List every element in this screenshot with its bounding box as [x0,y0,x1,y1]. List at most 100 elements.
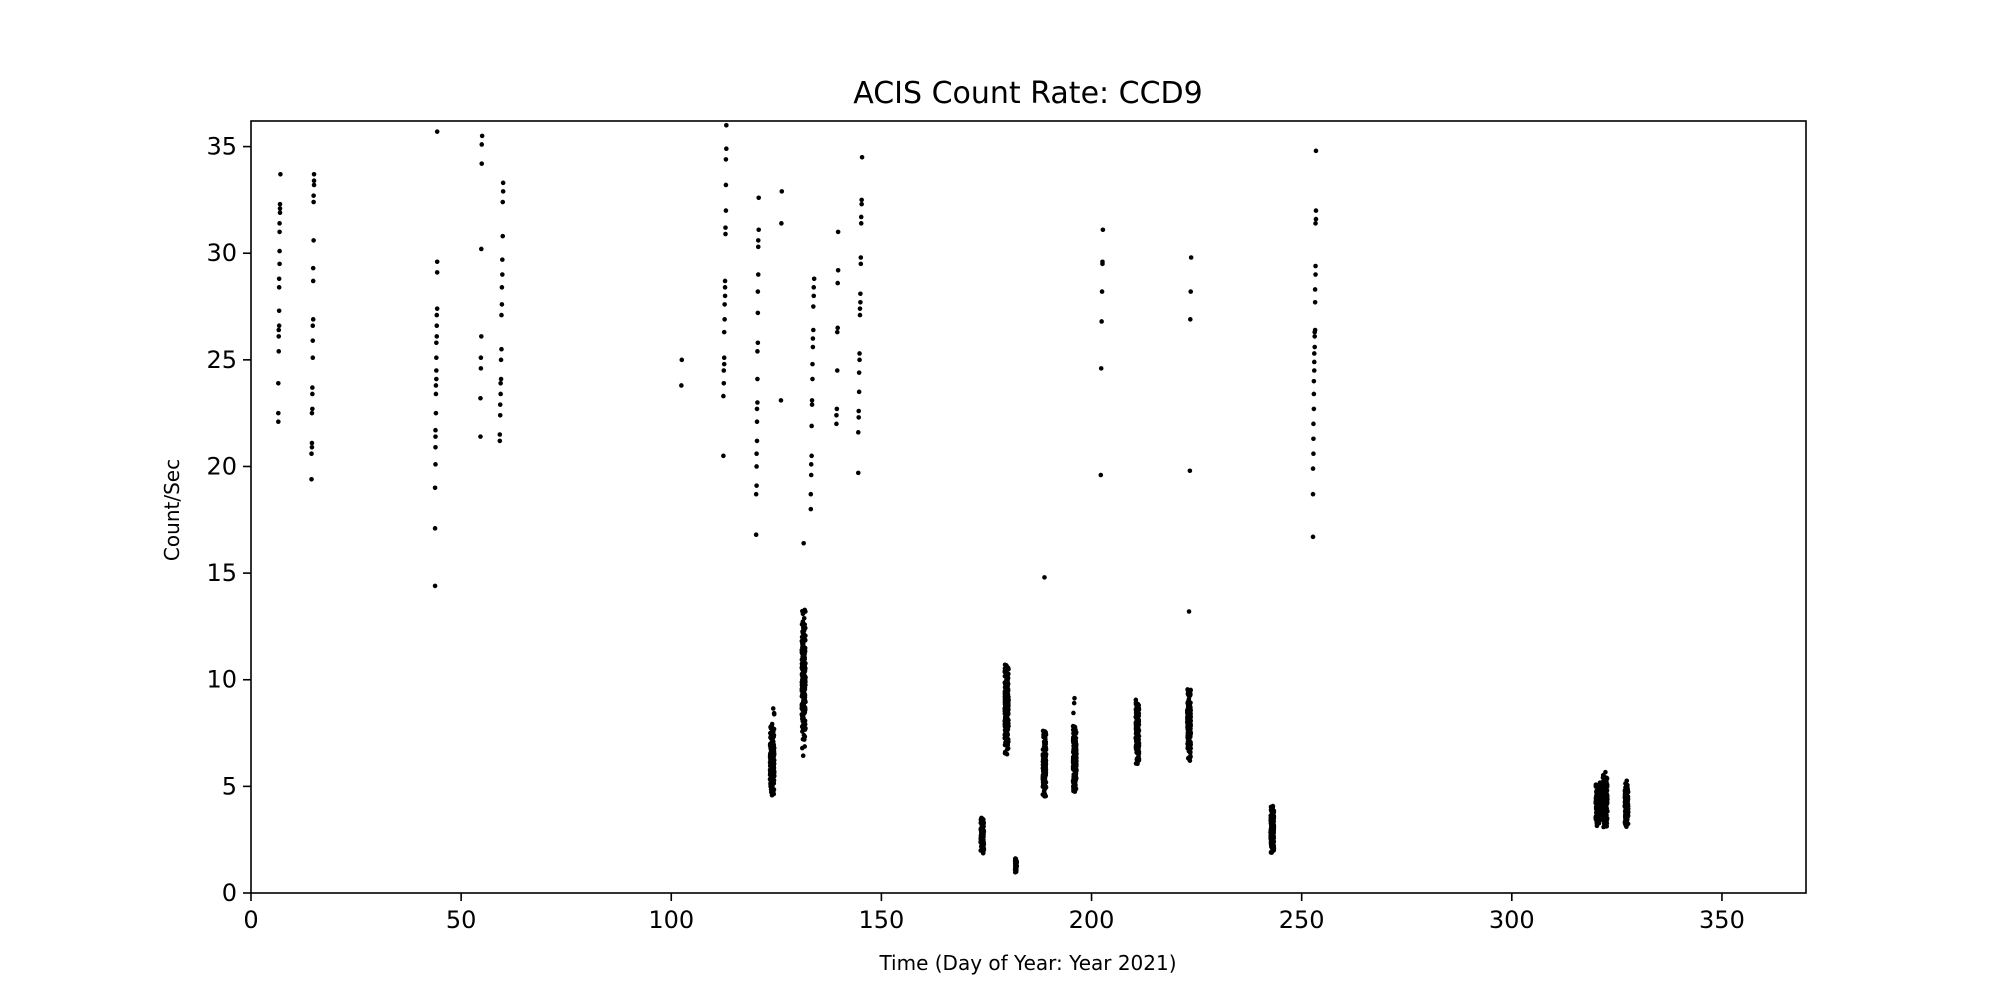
y-tick-label: 0 [222,879,237,907]
data-point [834,406,840,412]
data-point [1070,764,1076,769]
data-point [1313,148,1319,154]
data-point [276,276,282,282]
x-tick-label: 0 [243,906,258,934]
data-point [856,370,862,375]
data-point [500,189,506,194]
data-point [1004,664,1010,670]
data-point [1071,723,1076,729]
data-point [1312,287,1318,292]
data-point [808,472,814,478]
data-point [858,261,864,267]
data-point [811,304,816,309]
data-point [1098,366,1104,371]
data-point [1070,727,1076,733]
data-point [810,361,815,367]
data-point [1595,798,1601,803]
y-tick-label: 25 [206,346,237,374]
data-point [1311,351,1317,356]
data-point [755,340,761,346]
data-point [310,385,315,390]
data-point [1099,289,1105,294]
data-point [479,133,485,139]
data-point [1594,793,1599,799]
data-point [478,434,483,439]
data-point [1594,822,1600,828]
data-point [835,229,841,235]
data-point [857,351,862,356]
data-point [724,146,729,152]
data-point [310,265,316,271]
data-point [433,434,438,439]
data-point [809,402,815,407]
data-point [755,310,761,316]
data-point [723,157,729,162]
data-point [276,323,282,329]
data-point [723,225,728,230]
data-point [1042,759,1048,765]
data-point [1040,779,1046,785]
data-point [834,413,839,418]
data-point [1002,719,1008,724]
data-point [311,199,316,205]
data-point [1311,421,1316,427]
data-point [497,432,503,437]
y-axis-label: Count/Sec [160,459,184,561]
data-point [276,334,282,339]
y-tick-label: 5 [222,772,237,800]
data-point [1624,808,1629,813]
data-point [810,336,816,341]
data-point [498,376,504,382]
data-point [432,526,438,531]
data-point [754,419,760,425]
data-point [1311,378,1317,384]
data-point [722,317,727,322]
y-tick-label: 20 [206,452,237,480]
data-point [799,682,805,688]
data-point [770,778,776,783]
data-point [978,839,984,845]
data-point [808,506,814,512]
data-point [801,636,807,642]
data-point [1310,534,1316,540]
data-point [858,299,863,305]
data-point [679,357,685,363]
data-point [721,381,727,386]
data-point [1185,705,1191,710]
data-point [721,361,727,367]
data-point [478,395,483,401]
data-point [1134,729,1139,735]
data-point [858,221,864,226]
data-point [1310,466,1316,471]
data-point [1002,669,1008,675]
data-point [1312,344,1317,350]
data-point [1014,860,1019,865]
data-point [1135,750,1141,755]
data-point [859,154,865,160]
data-point [799,694,805,699]
data-point [1002,680,1008,685]
data-point [310,278,316,284]
data-point [1042,793,1047,799]
data-point [434,355,439,361]
data-point [1100,227,1106,233]
data-point [276,349,282,354]
data-point [799,701,805,707]
data-point [835,280,840,286]
x-axis-label: Time (Day of Year: Year 2021) [878,951,1176,975]
data-point [1073,771,1079,777]
data-point [433,383,439,388]
data-point [754,451,759,456]
y-tick-label: 30 [206,239,237,267]
data-point [1269,823,1275,829]
data-point [1099,319,1104,324]
data-point [1603,789,1609,795]
data-point [1268,817,1274,823]
data-point [1043,771,1049,777]
data-point [498,381,503,386]
data-point [1601,798,1606,804]
data-point [808,462,814,467]
data-point [1188,289,1194,294]
data-point [809,453,814,459]
